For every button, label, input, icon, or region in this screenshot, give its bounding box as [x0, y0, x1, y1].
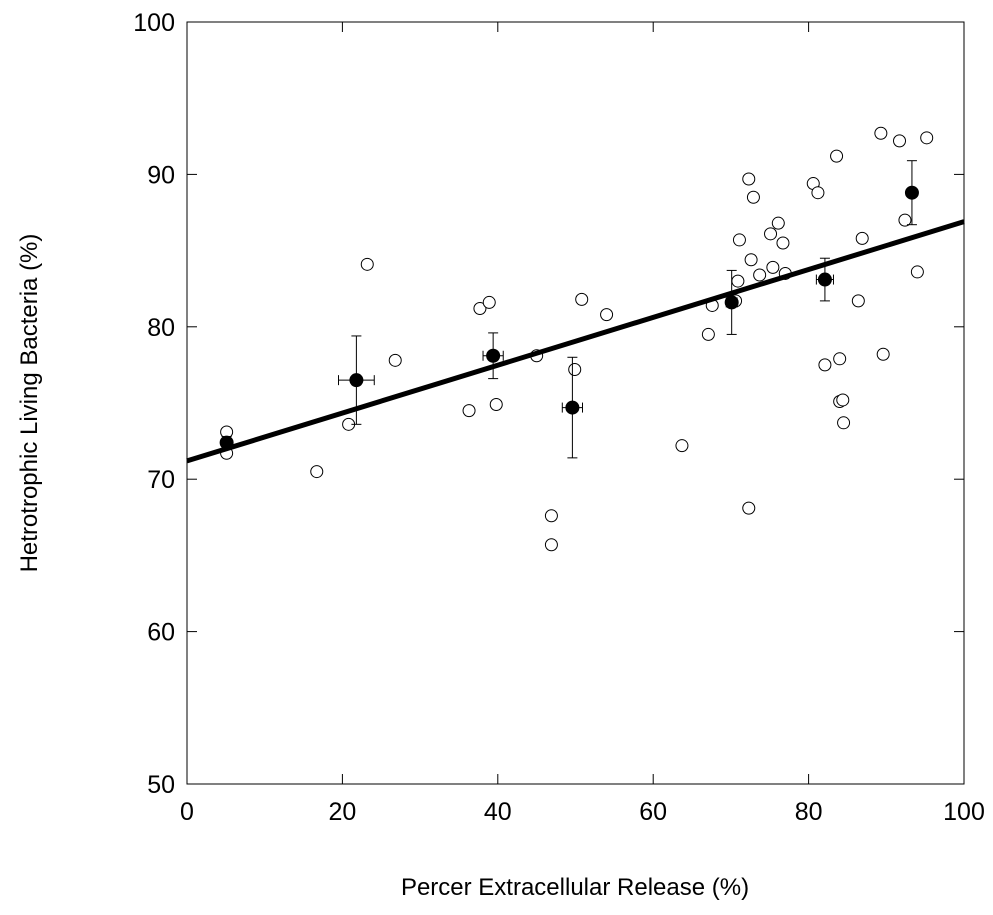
data-point-filled	[350, 374, 363, 387]
data-point-open	[743, 502, 755, 514]
data-point-open	[490, 399, 502, 411]
data-point-open	[576, 293, 588, 305]
data-point-open	[747, 191, 759, 203]
tick-labels: 0 20 40 60 80 100 50 60 70 80 90 100	[133, 9, 985, 826]
data-point-open	[732, 275, 744, 287]
data-point-open	[837, 394, 849, 406]
data-point-filled	[566, 401, 579, 414]
data-point-filled	[818, 273, 831, 286]
data-point-open	[765, 228, 777, 240]
data-point-open	[767, 261, 779, 273]
data-point-open	[545, 539, 557, 551]
data-point-open	[834, 353, 846, 365]
data-point-open	[819, 359, 831, 371]
x-tick-label: 40	[484, 798, 512, 826]
data-point-open	[311, 466, 323, 478]
data-point-open	[733, 234, 745, 246]
data-point-open	[812, 187, 824, 199]
data-point-open	[838, 417, 850, 429]
data-point-open	[772, 217, 784, 229]
data-point-open	[921, 132, 933, 144]
x-tick-label: 60	[639, 798, 667, 826]
data-point-filled	[725, 296, 738, 309]
data-point-open	[852, 295, 864, 307]
data-point-open	[569, 363, 581, 375]
data-point-open	[745, 254, 757, 266]
y-tick-label: 100	[133, 9, 175, 37]
y-tick-label: 80	[147, 314, 175, 342]
y-tick-label: 70	[147, 466, 175, 494]
data-point-open	[676, 440, 688, 452]
data-point-open	[389, 354, 401, 366]
x-tick-label: 100	[943, 798, 985, 826]
y-axis-title: Hetrotrophic Living Bacteria (%)	[16, 234, 43, 573]
y-tick-label: 50	[147, 771, 175, 799]
data-point-open	[601, 309, 613, 321]
data-point-open	[911, 266, 923, 278]
x-tick-label: 0	[180, 798, 194, 826]
data-point-open	[754, 269, 766, 281]
data-point-filled	[220, 436, 233, 449]
data-point-open	[875, 127, 887, 139]
x-tick-label: 20	[328, 798, 356, 826]
data-point-open	[877, 348, 889, 360]
y-tick-label: 90	[147, 161, 175, 189]
data-point-filled	[487, 349, 500, 362]
data-point-open	[702, 328, 714, 340]
filled-circle-series	[220, 186, 918, 449]
data-point-open	[856, 232, 868, 244]
data-point-open	[361, 258, 373, 270]
data-point-open	[743, 173, 755, 185]
data-point-open	[463, 405, 475, 417]
data-point-open	[545, 510, 557, 522]
x-tick-label: 80	[795, 798, 823, 826]
data-point-open	[831, 150, 843, 162]
data-point-open	[894, 135, 906, 147]
x-axis-title: Percer Extracellular Release (%)	[401, 874, 749, 901]
y-tick-label: 60	[147, 619, 175, 647]
data-point-open	[483, 296, 495, 308]
data-point-open	[777, 237, 789, 249]
data-point-filled	[905, 186, 918, 199]
